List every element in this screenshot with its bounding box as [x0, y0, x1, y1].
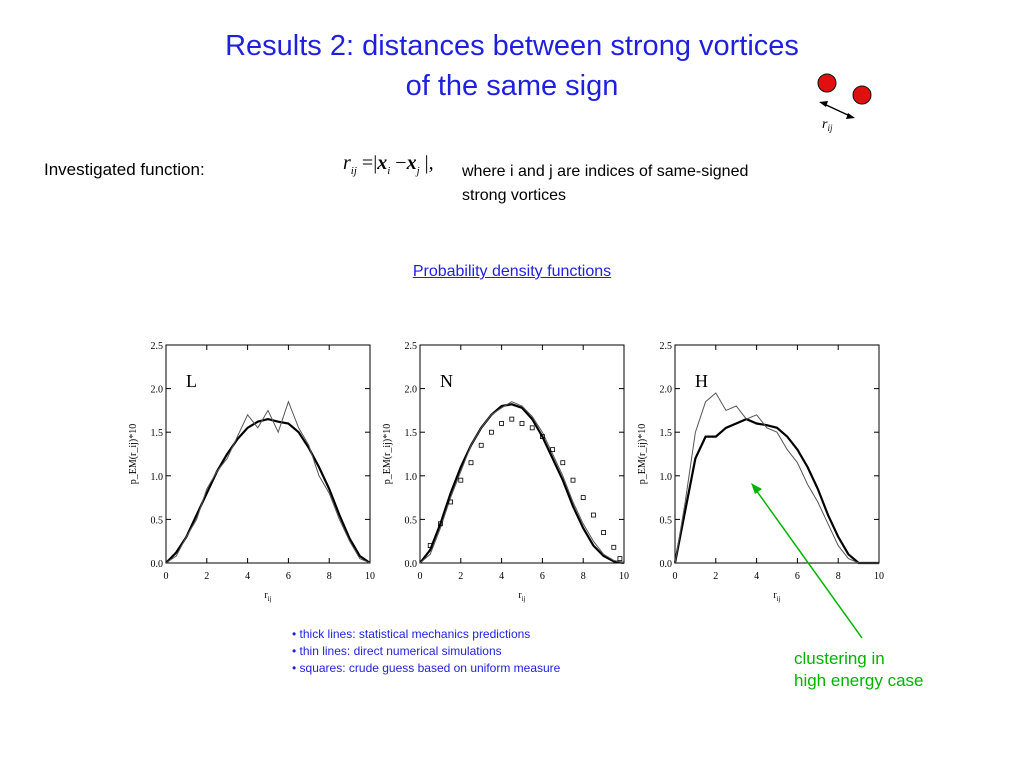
panel-n-square-point	[448, 499, 454, 505]
panel-l-x-tick-label: 8	[327, 571, 332, 582]
panel-h-y-tick-label: 1.0	[660, 472, 673, 483]
panel-h-x-axis-label: rij	[773, 590, 780, 603]
panel-l-frame	[165, 344, 371, 564]
panel-n-square-point	[591, 512, 596, 518]
panel-l-label: L	[186, 371, 197, 391]
panel-n-x-axis-label: rij	[518, 590, 525, 603]
investigated-label: Investigated function:	[44, 160, 205, 179]
panel-n-square-point	[550, 447, 555, 453]
panel-h-y-tick-label: 2.0	[660, 385, 673, 396]
panel-l-x-tick-label: 10	[365, 571, 375, 582]
title-line-1: Results 2: distances between strong vort…	[225, 30, 799, 62]
panel-n-y-tick-label: 1.5	[405, 428, 418, 439]
distance-formula: rij =|xi −xj |,	[343, 152, 434, 177]
panel-n-square-point	[478, 442, 484, 448]
panel-h-thin-line	[674, 392, 879, 564]
panel-h-x-tick-label: 2	[713, 571, 718, 582]
panel-n-y-tick-label: 1.0	[405, 472, 418, 483]
panel-n-y-tick-label: 2.0	[405, 385, 418, 396]
panel-l-x-tick-label: 6	[286, 571, 291, 582]
panel-h-y-tick-label: 0.0	[660, 559, 673, 570]
panel-h-y-tick-label: 2.5	[660, 341, 673, 352]
legend-item-thick: • thick lines: statistical mechanics pre…	[292, 627, 531, 641]
panel-h-x-tick-label: 8	[836, 571, 841, 582]
panel-n-square-point	[560, 460, 566, 466]
panel-n-square-point	[540, 434, 545, 439]
panel-l-y-tick-label: 0.5	[151, 515, 164, 526]
pdf-section-heading[interactable]: Probability density functions	[412, 263, 612, 280]
panel-n-thin-line	[419, 401, 625, 564]
arrow-head-right	[846, 113, 855, 119]
panel-h-y-tick-label: 0.5	[660, 515, 673, 526]
vortex-distance-label: rij	[822, 117, 833, 133]
panel-n-square-point	[437, 521, 443, 527]
panel-n-x-tick-label: 4	[499, 571, 504, 582]
panel-n-x-tick-label: 2	[458, 571, 463, 582]
panel-n-square-point	[458, 477, 464, 483]
legend-item-thin: • thin lines: direct numerical simulatio…	[292, 644, 502, 658]
vortex-dot-1	[817, 73, 837, 93]
panel-h-y-tick-label: 1.5	[660, 428, 673, 439]
panel-n-y-tick-label: 0.0	[405, 559, 418, 570]
panel-n-label: N	[440, 371, 453, 391]
panel-n-square-point	[529, 425, 535, 431]
panel-l-x-tick-label: 4	[245, 571, 250, 582]
panel-l-y-axis-label: p_EM(r_ij)*10	[128, 424, 139, 485]
panel-n-square-point	[509, 416, 515, 422]
panel-n-square-point	[499, 421, 505, 426]
panel-l-thin-line	[165, 400, 371, 564]
panel-n-y-axis-label: p_EM(r_ij)*10	[382, 424, 393, 485]
panel-n-square-point	[519, 421, 525, 426]
annotation-arrow-head	[751, 483, 762, 494]
panel-h-x-tick-label: 0	[673, 571, 678, 582]
panel-n-square-point	[427, 543, 433, 548]
panel-n-y-tick-label: 0.5	[405, 515, 418, 526]
panel-n-square-point	[468, 460, 474, 466]
panel-n-square-point	[488, 429, 494, 435]
panel-l-x-tick-label: 2	[204, 571, 209, 582]
panel-l-y-tick-label: 1.0	[151, 472, 164, 483]
panel-n-square-point	[611, 544, 617, 550]
panel-l-x-tick-label: 0	[164, 571, 169, 582]
panel-n-frame	[419, 344, 625, 564]
legend-item-squares: • squares: crude guess based on uniform …	[292, 661, 561, 675]
panel-h-y-axis-label: p_EM(r_ij)*10	[637, 424, 648, 485]
distance-arrow	[823, 103, 851, 117]
vortex-dot-2	[852, 85, 872, 105]
panel-n-square-point	[580, 495, 586, 501]
clustering-annotation: clustering in high energy case	[794, 649, 924, 690]
panel-n-x-tick-label: 0	[418, 571, 423, 582]
slide-title: Results 2: distances between strong vort…	[0, 26, 1024, 106]
title-line-2: of the same sign	[405, 70, 619, 102]
panel-n-square-point	[601, 530, 606, 535]
panel-l-y-tick-label: 2.5	[151, 341, 164, 352]
panel-h-x-tick-label: 4	[754, 571, 759, 582]
panel-l-y-tick-label: 2.0	[151, 385, 164, 396]
legend: • thick lines: statistical mechanics pre…	[292, 626, 560, 677]
panel-l-x-axis-label: rij	[264, 590, 271, 603]
panel-n-thick-line	[419, 403, 625, 565]
panel-n-x-tick-label: 8	[581, 571, 586, 582]
panel-n-y-tick-label: 2.5	[405, 341, 418, 352]
panel-n-square-point	[617, 556, 623, 562]
panel-l-y-tick-label: 0.0	[151, 559, 164, 570]
panel-h-label: H	[695, 371, 708, 391]
panel-n-square-point	[570, 477, 576, 483]
formula-explanation: where i and j are indices of same-signed…	[462, 163, 749, 204]
panel-h-x-tick-label: 6	[795, 571, 800, 582]
panel-h-x-tick-label: 10	[874, 571, 884, 582]
arrow-head-left	[819, 101, 828, 107]
annotation-arrow-line	[755, 489, 863, 639]
panel-n-x-tick-label: 10	[619, 571, 629, 582]
panel-n-x-tick-label: 6	[540, 571, 545, 582]
panel-h-thick-line	[673, 417, 879, 565]
panel-h-frame	[674, 344, 880, 564]
panel-l-y-tick-label: 1.5	[151, 428, 164, 439]
